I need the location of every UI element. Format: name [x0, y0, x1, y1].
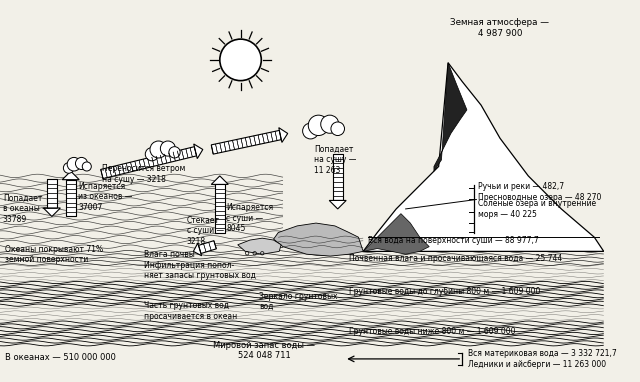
Text: Почвенная влага и просачивающаяся вода — 25 744: Почвенная влага и просачивающаяся вода —… [349, 254, 563, 264]
Text: Земная атмосфера —
4 987 900: Земная атмосфера — 4 987 900 [451, 18, 550, 38]
Polygon shape [329, 201, 346, 209]
Polygon shape [363, 214, 429, 254]
Circle shape [169, 147, 180, 158]
Polygon shape [363, 63, 604, 251]
Text: Переносится ветром
на сушу — 3218: Переносится ветром на сушу — 3218 [102, 164, 185, 184]
Polygon shape [194, 144, 203, 159]
Text: Вся вода на поверхности суши — 88 977,7: Вся вода на поверхности суши — 88 977,7 [368, 236, 539, 244]
Text: Океаны покрывают 71%
земной поверхности: Океаны покрывают 71% земной поверхности [4, 244, 103, 264]
Polygon shape [62, 171, 79, 180]
Text: Зеркало грунтовых
вод: Зеркало грунтовых вод [259, 292, 338, 311]
Polygon shape [333, 154, 343, 201]
Text: Испаряется
из океанов —
37007: Испаряется из океанов — 37007 [78, 182, 132, 212]
Circle shape [161, 141, 175, 156]
Polygon shape [434, 63, 467, 171]
Polygon shape [198, 241, 216, 254]
Circle shape [220, 39, 261, 81]
Circle shape [308, 115, 329, 136]
Circle shape [321, 115, 339, 133]
Circle shape [150, 141, 167, 158]
Polygon shape [279, 128, 288, 142]
Polygon shape [237, 238, 281, 254]
Text: Ледники и айсберги — 11 263 000: Ледники и айсберги — 11 263 000 [468, 360, 606, 369]
Text: Ручьи и реки — 482,7: Ручьи и реки — 482,7 [478, 182, 564, 191]
Polygon shape [44, 208, 60, 217]
Text: Мировой запас воды —
524 048 711: Мировой запас воды — 524 048 711 [213, 341, 315, 360]
Text: Соленые озера и внутренние
моря — 40 225: Соленые озера и внутренние моря — 40 225 [478, 199, 596, 219]
Circle shape [63, 163, 74, 173]
Text: Попадает
в океаны —
33789: Попадает в океаны — 33789 [3, 194, 49, 224]
Polygon shape [214, 185, 225, 233]
Text: Грунтовые воды до глубины 800 м — 1 609 000: Грунтовые воды до глубины 800 м — 1 609 … [349, 287, 540, 296]
Polygon shape [211, 176, 228, 185]
Circle shape [76, 157, 88, 170]
Polygon shape [211, 130, 282, 154]
Polygon shape [100, 147, 196, 179]
Text: Стекает
с суши —
3218: Стекает с суши — 3218 [187, 216, 224, 246]
Text: Часть грунтовых вод
просачивается в океан: Часть грунтовых вод просачивается в океа… [145, 301, 237, 320]
Polygon shape [193, 243, 202, 256]
Text: Грунтовые воды ниже 800 м — 1 609 000: Грунтовые воды ниже 800 м — 1 609 000 [349, 327, 516, 336]
Circle shape [331, 122, 344, 136]
Polygon shape [47, 179, 57, 208]
Polygon shape [65, 180, 76, 217]
Text: В океанах — 510 000 000: В океанах — 510 000 000 [4, 353, 116, 361]
Text: Вся материковая вода — 3 332 721,7: Вся материковая вода — 3 332 721,7 [468, 349, 617, 358]
Text: Пресноводные озера — 48 270: Пресноводные озера — 48 270 [478, 193, 602, 202]
Circle shape [145, 147, 159, 161]
Text: Попадает
на сушу —
11 263: Попадает на сушу — 11 263 [314, 145, 356, 175]
Circle shape [67, 157, 81, 171]
Polygon shape [273, 223, 363, 256]
Text: Влага почвы: Влага почвы [145, 250, 195, 259]
Circle shape [303, 123, 319, 139]
Text: Испаряется
с суши —
8045: Испаряется с суши — 8045 [227, 204, 273, 233]
Circle shape [83, 162, 92, 171]
Text: Инфильтрация попол-
няет запасы грунтовых вод: Инфильтрация попол- няет запасы грунтовы… [145, 261, 256, 280]
